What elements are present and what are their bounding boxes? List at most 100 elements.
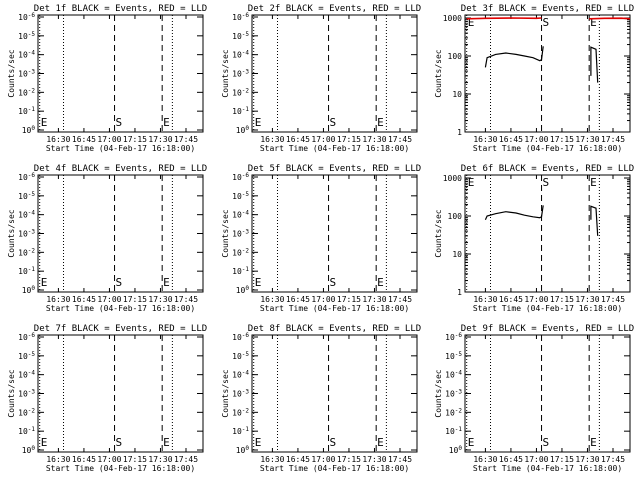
y-tick-label: 10-1	[445, 426, 462, 436]
plot-frame	[464, 334, 631, 453]
y-tick-label: 10-2	[18, 87, 35, 97]
panel-3: Det 3f BLACK = Events, RED = LLD 16:30 16:…	[434, 4, 634, 153]
x-tick-label: 17:00	[524, 135, 548, 144]
event-marker-s: S	[330, 276, 337, 289]
event-marker-e: E	[41, 436, 48, 449]
y-axis-label: Counts/sec	[7, 209, 16, 257]
y-tick-label: 100	[449, 445, 463, 455]
panel-title: Det 7f BLACK = Events, RED = LLD	[34, 324, 207, 334]
panel-title: Det 1f BLACK = Events, RED = LLD	[34, 4, 207, 14]
x-tick-label: 17:15	[550, 295, 574, 304]
x-tick-label: 17:15	[123, 455, 147, 464]
y-tick-label: 1	[457, 128, 462, 137]
x-axis-label: Start Time (04-Feb-17 16:18:00)	[46, 304, 195, 313]
event-marker-s: S	[330, 116, 337, 129]
x-tick-label: 17:45	[601, 455, 625, 464]
x-tick-label: 17:15	[337, 455, 361, 464]
x-tick-label: 16:30	[46, 135, 70, 144]
y-tick-label: 10-1	[18, 266, 35, 276]
x-tick-label: 17:00	[97, 455, 121, 464]
y-tick-label: 10-3	[232, 69, 249, 79]
event-marker-e: E	[590, 16, 597, 29]
y-axis-label: Counts/sec	[434, 49, 443, 97]
x-tick-label: 17:00	[311, 135, 335, 144]
panel-1: Det 1f BLACK = Events, RED = LLD 16:30 16:…	[7, 4, 207, 153]
x-tick-label: 17:30	[575, 455, 599, 464]
y-tick-label: 10-2	[232, 87, 249, 97]
x-axis-label: Start Time (04-Feb-17 16:18:00)	[473, 304, 622, 313]
y-axis-label: Counts/sec	[221, 209, 230, 257]
x-axis-label: Start Time (04-Feb-17 16:18:00)	[473, 464, 622, 473]
plot-frame	[464, 174, 631, 293]
event-marker-e: E	[41, 116, 48, 129]
event-marker-e: E	[590, 176, 597, 189]
panel-title: Det 9f BLACK = Events, RED = LLD	[461, 324, 634, 334]
event-marker-e: E	[468, 436, 475, 449]
y-tick-label: 100	[236, 285, 250, 295]
plot-frame	[37, 334, 204, 453]
x-tick-label: 17:30	[575, 295, 599, 304]
x-tick-label: 16:45	[72, 455, 96, 464]
x-tick-label: 16:30	[46, 455, 70, 464]
y-tick-label: 10-5	[18, 31, 35, 41]
y-tick-label: 10-4	[445, 370, 462, 380]
x-tick-label: 17:15	[123, 135, 147, 144]
y-axis-label: Counts/sec	[221, 49, 230, 97]
y-tick-label: 10-4	[232, 50, 249, 60]
y-tick-label: 10-6	[18, 332, 35, 342]
event-marker-e: E	[590, 436, 597, 449]
y-tick-label: 10-2	[232, 407, 249, 417]
plot-frame	[251, 334, 418, 453]
event-marker-s: S	[543, 176, 550, 189]
x-axis-label: Start Time (04-Feb-17 16:18:00)	[260, 304, 409, 313]
x-tick-label: 17:00	[524, 295, 548, 304]
y-tick-label: 10-5	[445, 351, 462, 361]
x-tick-label: 17:30	[362, 455, 386, 464]
x-tick-label: 17:30	[148, 135, 172, 144]
y-axis-label: Counts/sec	[221, 369, 230, 417]
panel-title: Det 5f BLACK = Events, RED = LLD	[248, 164, 421, 174]
y-tick-label: 10-5	[232, 351, 249, 361]
x-tick-label: 17:45	[601, 295, 625, 304]
y-tick-label: 100	[236, 445, 250, 455]
x-tick-label: 17:45	[388, 295, 412, 304]
event-marker-e: E	[377, 436, 384, 449]
x-tick-label: 16:30	[473, 455, 497, 464]
y-tick-label: 10-1	[18, 106, 35, 116]
x-tick-label: 16:30	[473, 135, 497, 144]
y-tick-label: 10-2	[445, 407, 462, 417]
y-tick-label: 10-6	[18, 172, 35, 182]
y-tick-label: 1000	[443, 174, 462, 183]
x-tick-label: 16:30	[46, 295, 70, 304]
event-marker-s: S	[116, 276, 123, 289]
x-tick-label: 16:30	[260, 295, 284, 304]
y-tick-label: 10-6	[18, 12, 35, 22]
y-tick-label: 10-2	[18, 407, 35, 417]
y-tick-label: 10-3	[232, 389, 249, 399]
y-tick-label: 10	[452, 250, 462, 259]
event-marker-s: S	[330, 436, 337, 449]
x-tick-label: 17:30	[362, 295, 386, 304]
x-tick-label: 17:30	[148, 295, 172, 304]
x-tick-label: 17:15	[337, 135, 361, 144]
events-series-line	[484, 46, 544, 68]
y-tick-label: 10-3	[18, 69, 35, 79]
y-tick-label: 1000	[443, 14, 462, 23]
y-tick-label: 10-6	[232, 332, 249, 342]
events-series-line	[590, 205, 599, 236]
panel-title: Det 8f BLACK = Events, RED = LLD	[248, 324, 421, 334]
event-marker-e: E	[41, 276, 48, 289]
x-tick-label: 16:45	[286, 135, 310, 144]
x-tick-label: 17:30	[148, 455, 172, 464]
x-tick-label: 17:45	[174, 455, 198, 464]
y-tick-label: 10-3	[18, 229, 35, 239]
event-marker-e: E	[163, 116, 170, 129]
y-tick-label: 10-3	[445, 389, 462, 399]
lld-series-line	[589, 17, 631, 20]
y-tick-label: 10-2	[232, 247, 249, 257]
x-axis-label: Start Time (04-Feb-17 16:18:00)	[46, 144, 195, 153]
x-tick-label: 16:45	[499, 455, 523, 464]
panel-2: Det 2f BLACK = Events, RED = LLD 16:30 16:…	[221, 4, 421, 153]
y-tick-label: 100	[448, 212, 463, 221]
